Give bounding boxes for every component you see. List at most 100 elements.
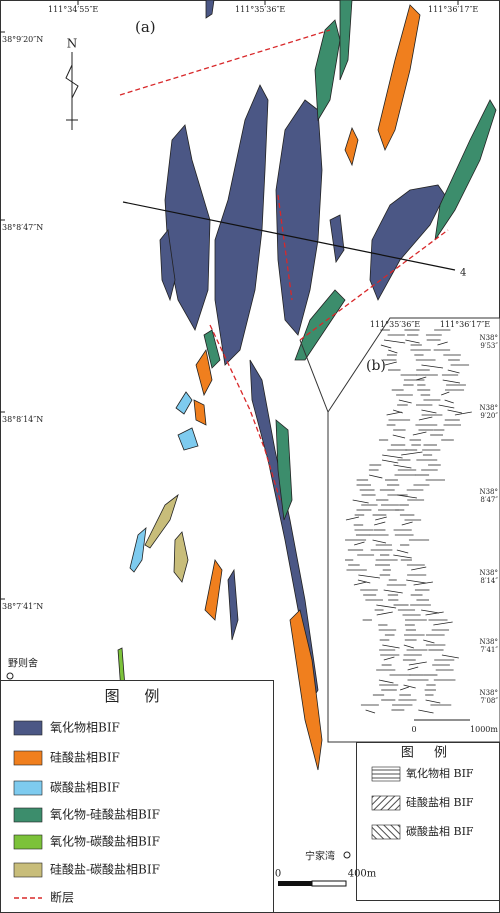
scale-label: 0 xyxy=(275,869,281,880)
inset-hatch xyxy=(393,554,412,559)
bif-unit xyxy=(144,493,179,549)
inset-hatch xyxy=(403,684,416,689)
inset-hatch xyxy=(411,566,427,571)
legend-box xyxy=(0,680,274,913)
fault xyxy=(209,324,281,501)
north-label: N xyxy=(67,37,78,51)
inset-hatch xyxy=(353,581,367,586)
scale-label: 400m xyxy=(348,869,377,880)
lat-label: 8′47″ xyxy=(480,496,498,504)
scale-label: 0 xyxy=(411,725,416,734)
inset-hatch xyxy=(407,666,419,671)
inset-hatch xyxy=(401,451,423,456)
inset-hatch xyxy=(372,539,387,544)
inset-hatch xyxy=(393,409,403,414)
bif-unit xyxy=(339,0,353,81)
lat-label: 8′14″ xyxy=(480,577,498,585)
legend-swatch xyxy=(13,750,43,766)
inset-hatch xyxy=(421,609,440,614)
bif-unit xyxy=(159,229,176,302)
lat-label: 38°9′20″N xyxy=(2,35,43,44)
lon-label: 111°34′55″E xyxy=(48,5,98,14)
inset-hatch xyxy=(392,434,406,439)
bif-unit xyxy=(205,0,215,19)
inset-hatch xyxy=(382,644,400,649)
lat-label: N38° xyxy=(479,488,498,496)
place-symbol xyxy=(6,672,14,680)
inset-hatch xyxy=(381,459,399,464)
legend-swatch xyxy=(371,766,401,782)
inset-hatch xyxy=(382,454,403,459)
lat-label: N38° xyxy=(479,334,498,342)
lon-label: 111°35′36″E xyxy=(370,320,420,329)
bif-unit xyxy=(203,329,221,369)
bif-unit xyxy=(329,214,345,264)
legend-label: 碳酸盐相 BIF xyxy=(406,824,474,838)
bif-unit xyxy=(195,348,213,397)
bif-unit xyxy=(193,399,207,426)
lat-label: 38°8′47″N xyxy=(2,223,43,232)
inset-hatch xyxy=(418,709,434,714)
inset-hatch xyxy=(386,411,402,416)
legend-swatch xyxy=(371,795,401,811)
legend-label: 氧化物-硅酸盐相BIF xyxy=(50,807,160,822)
scale-bar xyxy=(278,881,312,886)
legend-title: 图 例 xyxy=(401,746,455,761)
scale-label: 1000m xyxy=(470,725,498,734)
inset-hatch xyxy=(441,654,459,659)
legend-label: 硅酸盐相BIF xyxy=(50,750,120,765)
bif-unit xyxy=(377,4,421,152)
inset-hatch xyxy=(369,474,383,479)
inset-hatch xyxy=(438,404,455,409)
inset-hatch xyxy=(406,579,426,584)
inset-hatch xyxy=(393,464,412,469)
lat-label: N38° xyxy=(479,689,498,697)
legend-label: 氧化物相 BIF xyxy=(406,766,474,780)
lat-label: N38° xyxy=(479,569,498,577)
inset-hatch xyxy=(376,611,393,616)
inset-hatch xyxy=(352,499,369,504)
bif-unit xyxy=(289,609,323,771)
inset-leader xyxy=(299,339,329,413)
panel-label: (b) xyxy=(366,358,386,374)
inset-hatch xyxy=(408,661,427,666)
fault xyxy=(119,29,331,96)
inset-hatch xyxy=(374,521,386,526)
legend-label: 断层 xyxy=(50,890,74,905)
bif-unit xyxy=(214,84,269,366)
inset-hatch xyxy=(376,604,397,609)
inset-hatch xyxy=(447,409,463,414)
inset-hatch xyxy=(400,686,409,691)
section-line xyxy=(122,201,456,271)
bif-unit xyxy=(204,559,223,621)
bif-unit xyxy=(314,19,341,122)
inset-hatch xyxy=(425,699,441,704)
inset-hatch xyxy=(384,361,397,366)
bif-unit xyxy=(275,99,323,336)
lat-label: 38°8′14″N xyxy=(2,415,43,424)
inset-hatch xyxy=(345,516,360,521)
inset-hatch xyxy=(403,644,414,649)
inset-bif xyxy=(345,329,472,714)
lat-label: 9′20″ xyxy=(480,412,498,420)
inset-hatch xyxy=(365,709,376,714)
lat-label: N38° xyxy=(479,404,498,412)
lat-label: N38° xyxy=(479,638,498,646)
lon-label: 111°36′17″E xyxy=(428,5,478,14)
bif-unit xyxy=(164,124,211,331)
bif-unit xyxy=(369,184,446,301)
inset-hatch xyxy=(375,516,387,521)
bif-unit xyxy=(227,568,239,641)
faults xyxy=(119,29,449,501)
place-name: 野则舍 xyxy=(8,657,38,670)
legend-label: 氧化物相BIF xyxy=(50,721,120,735)
panel-label: (a) xyxy=(135,18,156,36)
inset-hatch xyxy=(421,364,444,369)
inset-hatch xyxy=(447,369,460,374)
inset-hatch xyxy=(380,344,392,349)
inset-hatch xyxy=(415,376,427,381)
bif-unit xyxy=(129,527,147,573)
legend-label: 硅酸盐-碳酸盐相BIF xyxy=(50,862,160,877)
fault xyxy=(277,194,293,301)
inset-hatch xyxy=(433,621,453,626)
